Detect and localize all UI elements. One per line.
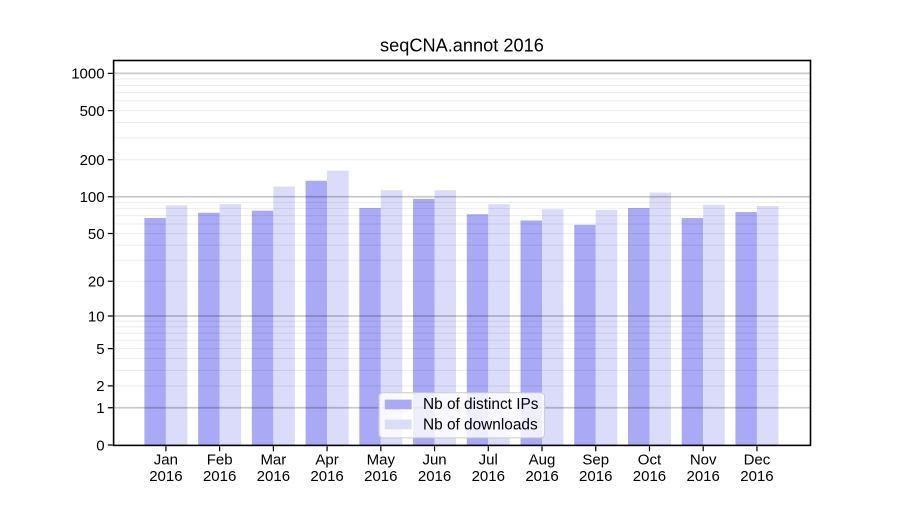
svg-text:Nov: Nov <box>690 451 717 468</box>
svg-text:2016: 2016 <box>525 468 558 485</box>
svg-text:0: 0 <box>96 437 104 454</box>
svg-text:Feb: Feb <box>207 451 233 468</box>
svg-text:2016: 2016 <box>687 468 720 485</box>
svg-text:2016: 2016 <box>579 468 612 485</box>
svg-text:Aug: Aug <box>529 451 556 468</box>
svg-text:seqCNA.annot 2016: seqCNA.annot 2016 <box>380 36 544 56</box>
svg-text:Oct: Oct <box>638 451 662 468</box>
svg-text:2016: 2016 <box>257 468 290 485</box>
svg-text:Jul: Jul <box>479 451 498 468</box>
svg-text:Nb of downloads: Nb of downloads <box>423 416 538 433</box>
svg-text:2016: 2016 <box>310 468 343 485</box>
svg-text:2016: 2016 <box>472 468 505 485</box>
svg-text:Mar: Mar <box>260 451 286 468</box>
svg-text:May: May <box>367 451 396 468</box>
svg-text:50: 50 <box>88 226 105 243</box>
svg-text:2016: 2016 <box>740 468 773 485</box>
svg-text:100: 100 <box>80 189 105 206</box>
svg-text:200: 200 <box>80 152 105 169</box>
svg-text:Jan: Jan <box>154 451 178 468</box>
svg-text:Sep: Sep <box>582 451 609 468</box>
svg-text:2016: 2016 <box>364 468 397 485</box>
svg-text:2016: 2016 <box>633 468 666 485</box>
svg-text:Dec: Dec <box>744 451 771 468</box>
svg-text:500: 500 <box>80 103 105 120</box>
svg-text:2016: 2016 <box>149 468 182 485</box>
svg-text:Apr: Apr <box>315 451 338 468</box>
svg-text:2: 2 <box>96 378 104 395</box>
svg-text:5: 5 <box>96 341 104 358</box>
svg-text:10: 10 <box>88 308 105 325</box>
svg-text:2016: 2016 <box>418 468 451 485</box>
svg-text:2016: 2016 <box>203 468 236 485</box>
svg-text:Nb of distinct IPs: Nb of distinct IPs <box>423 396 539 413</box>
svg-text:1: 1 <box>96 400 104 417</box>
svg-text:Jun: Jun <box>422 451 446 468</box>
svg-text:1000: 1000 <box>71 66 104 83</box>
svg-text:20: 20 <box>88 274 105 291</box>
